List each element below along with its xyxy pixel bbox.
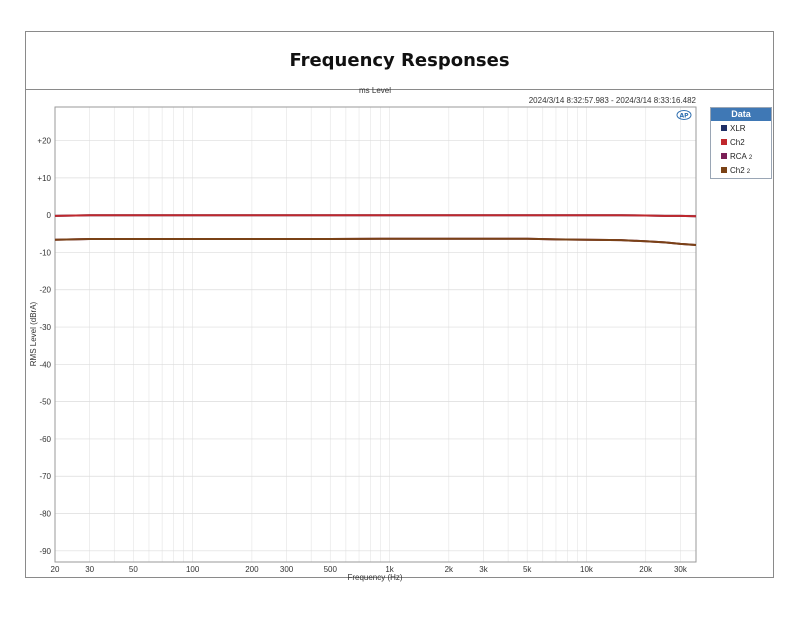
series-line (54, 237, 697, 246)
legend-swatch (721, 139, 727, 145)
series-layer (54, 214, 697, 246)
x-tick-label: 2k (445, 565, 454, 574)
y-tick-label: -60 (39, 435, 51, 444)
y-tick-label: 0 (47, 211, 52, 220)
y-tick-label: -50 (39, 398, 51, 407)
x-tick-label: 30 (85, 565, 94, 574)
legend: Data XLR Ch2 RCA 2 Ch2 2 (710, 107, 772, 179)
legend-item[interactable]: Ch2 (711, 135, 771, 149)
legend-item[interactable]: RCA 2 (711, 149, 771, 163)
x-tick-label: 50 (129, 565, 138, 574)
y-axis-label: RMS Level (dBrA) (29, 301, 38, 366)
y-tick-label: -70 (39, 472, 51, 481)
x-axis-label: Frequency (Hz) (347, 573, 402, 582)
x-tick-label: 10k (580, 565, 594, 574)
subtitle-partial: ms Level (359, 86, 391, 95)
x-tick-label: 100 (186, 565, 200, 574)
x-tick-label: 3k (479, 565, 488, 574)
y-tick-label: -80 (39, 510, 51, 519)
series-line (54, 214, 697, 218)
legend-items: XLR Ch2 RCA 2 Ch2 2 (711, 121, 771, 177)
y-tick-label: -20 (39, 286, 51, 295)
legend-label: Ch2 (730, 165, 745, 175)
x-tick-label: 20 (51, 565, 60, 574)
legend-label-subscript: 2 (746, 169, 751, 175)
title-band: Frequency Responses (26, 32, 773, 90)
y-tick-label: +20 (37, 137, 51, 146)
legend-label-subscript: 2 (748, 155, 753, 161)
legend-item[interactable]: XLR (711, 121, 771, 135)
chart-title: Frequency Responses (289, 50, 510, 71)
x-tick-label: 1k (385, 565, 394, 574)
plot-border (54, 106, 697, 563)
x-tick-label: 20k (639, 565, 653, 574)
x-tick-label: 500 (324, 565, 338, 574)
ap-logo-icon: AP (676, 110, 692, 120)
y-tick-label: -40 (39, 360, 51, 369)
timestamp-range: 2024/3/14 8:32:57.983 - 2024/3/14 8:33:1… (529, 96, 697, 105)
legend-header: Data (711, 108, 771, 121)
legend-swatch (721, 167, 727, 173)
legend-swatch (721, 153, 727, 159)
legend-label: RCA (730, 151, 747, 161)
tick-layer: 20 30 50 100 200 300 500 1k 2k 3k 5k 10k 20k 30k +20 +1… (37, 137, 687, 574)
x-tick-label: 30k (674, 565, 688, 574)
x-tick-label: 200 (245, 565, 259, 574)
y-tick-label: -90 (39, 547, 51, 556)
y-tick-label: -10 (39, 248, 51, 257)
x-tick-label: 300 (280, 565, 294, 574)
y-tick-label: +10 (37, 174, 51, 183)
y-tick-label: -30 (39, 323, 51, 332)
legend-label: Ch2 (730, 137, 745, 147)
chart-frame: Frequency Responses (25, 31, 774, 578)
grid-layer (55, 107, 696, 562)
x-tick-label: 5k (523, 565, 532, 574)
legend-swatch (721, 125, 727, 131)
legend-label: XLR (730, 123, 746, 133)
legend-item[interactable]: Ch2 2 (711, 163, 771, 177)
ap-logo-text: AP (679, 113, 689, 120)
